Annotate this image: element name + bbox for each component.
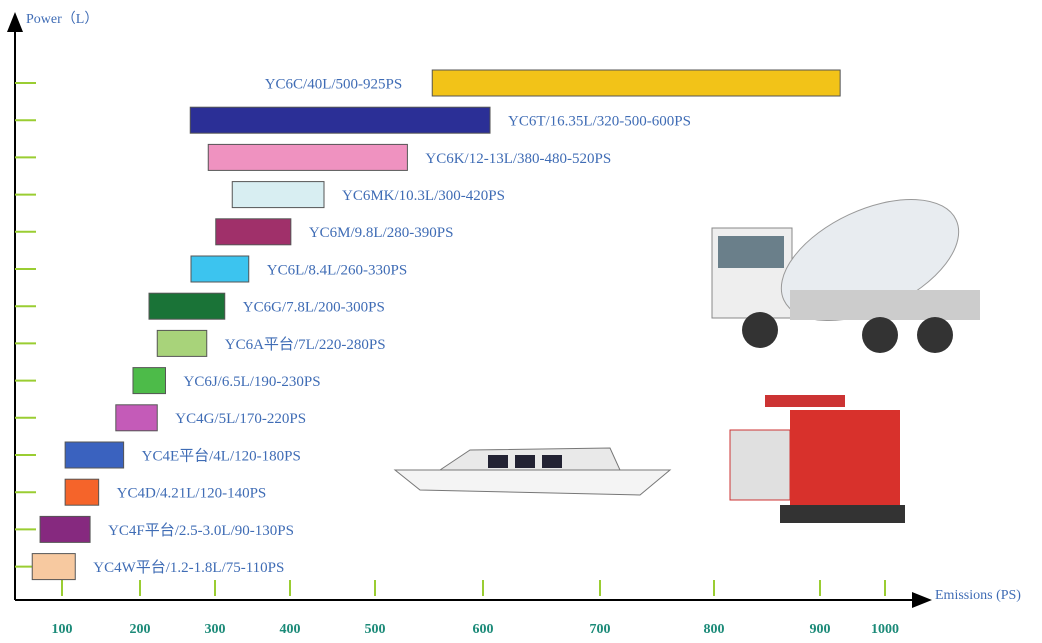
x-tick-label: 100 xyxy=(52,622,73,637)
bar xyxy=(64,478,100,506)
x-tick-label: 1000 xyxy=(871,622,899,637)
bar xyxy=(115,404,158,432)
bar xyxy=(431,69,841,97)
bar xyxy=(156,329,208,357)
x-tick-label: 500 xyxy=(365,622,386,637)
truck-image xyxy=(711,198,980,353)
bar xyxy=(64,441,125,469)
bar xyxy=(231,181,325,209)
x-tick-label: 900 xyxy=(810,622,831,637)
bar xyxy=(148,292,226,320)
bar xyxy=(207,143,408,171)
bar-label: YC6C/40L/500-925PS xyxy=(265,76,403,92)
bar xyxy=(39,515,91,543)
bar xyxy=(31,553,76,581)
bar-label: YC6G/7.8L/200-300PS xyxy=(243,300,385,316)
bar-label: YC6M/9.8L/280-390PS xyxy=(309,225,454,241)
bar-label: YC4G/5L/170-220PS xyxy=(175,411,306,427)
bar xyxy=(189,106,491,134)
bar xyxy=(215,218,292,246)
bar-label: YC4D/4.21L/120-140PS xyxy=(117,486,267,502)
bar-label: YC4W平台/1.2-1.8L/75-110PS xyxy=(93,559,284,576)
x-tick-label: 300 xyxy=(205,622,226,637)
y-axis-label: Power（L） xyxy=(26,11,98,27)
x-tick-label: 400 xyxy=(280,622,301,637)
x-tick-label: 600 xyxy=(473,622,494,637)
bar-label: YC6MK/10.3L/300-420PS xyxy=(342,188,505,204)
bar-label: YC6T/16.35L/320-500-600PS xyxy=(508,114,691,130)
x-tick-label: 800 xyxy=(704,622,725,637)
bar-label: YC4F平台/2.5-3.0L/90-130PS xyxy=(108,522,294,539)
bar-label: YC6A平台/7L/220-280PS xyxy=(225,336,386,353)
bar-label: YC6J/6.5L/190-230PS xyxy=(184,374,321,390)
harvester-image xyxy=(729,395,905,523)
x-tick-label: 200 xyxy=(130,622,151,637)
bar xyxy=(190,255,250,283)
bar-label: YC6L/8.4L/260-330PS xyxy=(267,262,407,278)
bar-label: YC6K/12-13L/380-480-520PS xyxy=(425,151,611,167)
bar xyxy=(132,367,166,395)
x-axis-label: Emissions (PS) xyxy=(935,588,1021,603)
x-tick-label: 700 xyxy=(590,622,611,637)
bar-label: YC4E平台/4L/120-180PS xyxy=(142,447,301,464)
boat-image xyxy=(393,447,672,496)
